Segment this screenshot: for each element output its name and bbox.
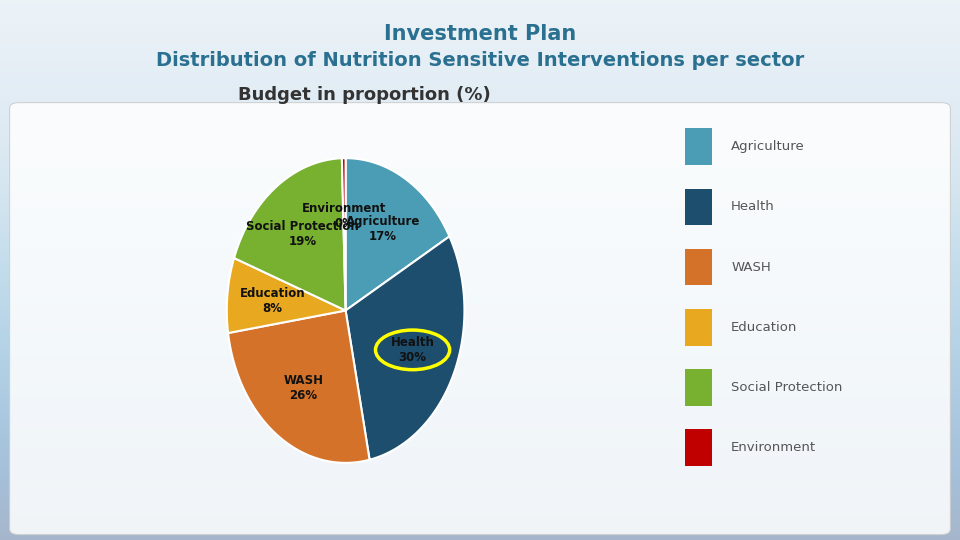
Text: Health: Health bbox=[732, 200, 775, 213]
Text: Environment: Environment bbox=[732, 441, 816, 454]
Polygon shape bbox=[342, 158, 346, 310]
FancyBboxPatch shape bbox=[685, 188, 712, 225]
FancyBboxPatch shape bbox=[685, 369, 712, 406]
Polygon shape bbox=[228, 310, 370, 463]
FancyBboxPatch shape bbox=[685, 309, 712, 346]
Polygon shape bbox=[234, 158, 346, 310]
FancyBboxPatch shape bbox=[685, 429, 712, 466]
FancyBboxPatch shape bbox=[685, 129, 712, 165]
Text: Education: Education bbox=[732, 321, 798, 334]
Text: WASH
26%: WASH 26% bbox=[283, 374, 324, 402]
Text: Social Protection: Social Protection bbox=[732, 381, 843, 394]
Text: Education
8%: Education 8% bbox=[239, 287, 305, 315]
Text: Agriculture: Agriculture bbox=[732, 140, 804, 153]
Text: Social Protection
19%: Social Protection 19% bbox=[246, 220, 359, 248]
Text: Environment
0%: Environment 0% bbox=[302, 202, 387, 230]
Polygon shape bbox=[227, 258, 346, 333]
Text: WASH: WASH bbox=[732, 261, 771, 274]
Text: Health
30%: Health 30% bbox=[391, 336, 435, 364]
Polygon shape bbox=[346, 237, 465, 460]
Text: Budget in proportion (%): Budget in proportion (%) bbox=[238, 86, 492, 104]
Text: Investment Plan: Investment Plan bbox=[384, 24, 576, 44]
Polygon shape bbox=[346, 158, 449, 310]
Text: Distribution of Nutrition Sensitive Interventions per sector: Distribution of Nutrition Sensitive Inte… bbox=[156, 51, 804, 70]
Text: Agriculture
17%: Agriculture 17% bbox=[346, 215, 420, 243]
FancyBboxPatch shape bbox=[685, 249, 712, 286]
